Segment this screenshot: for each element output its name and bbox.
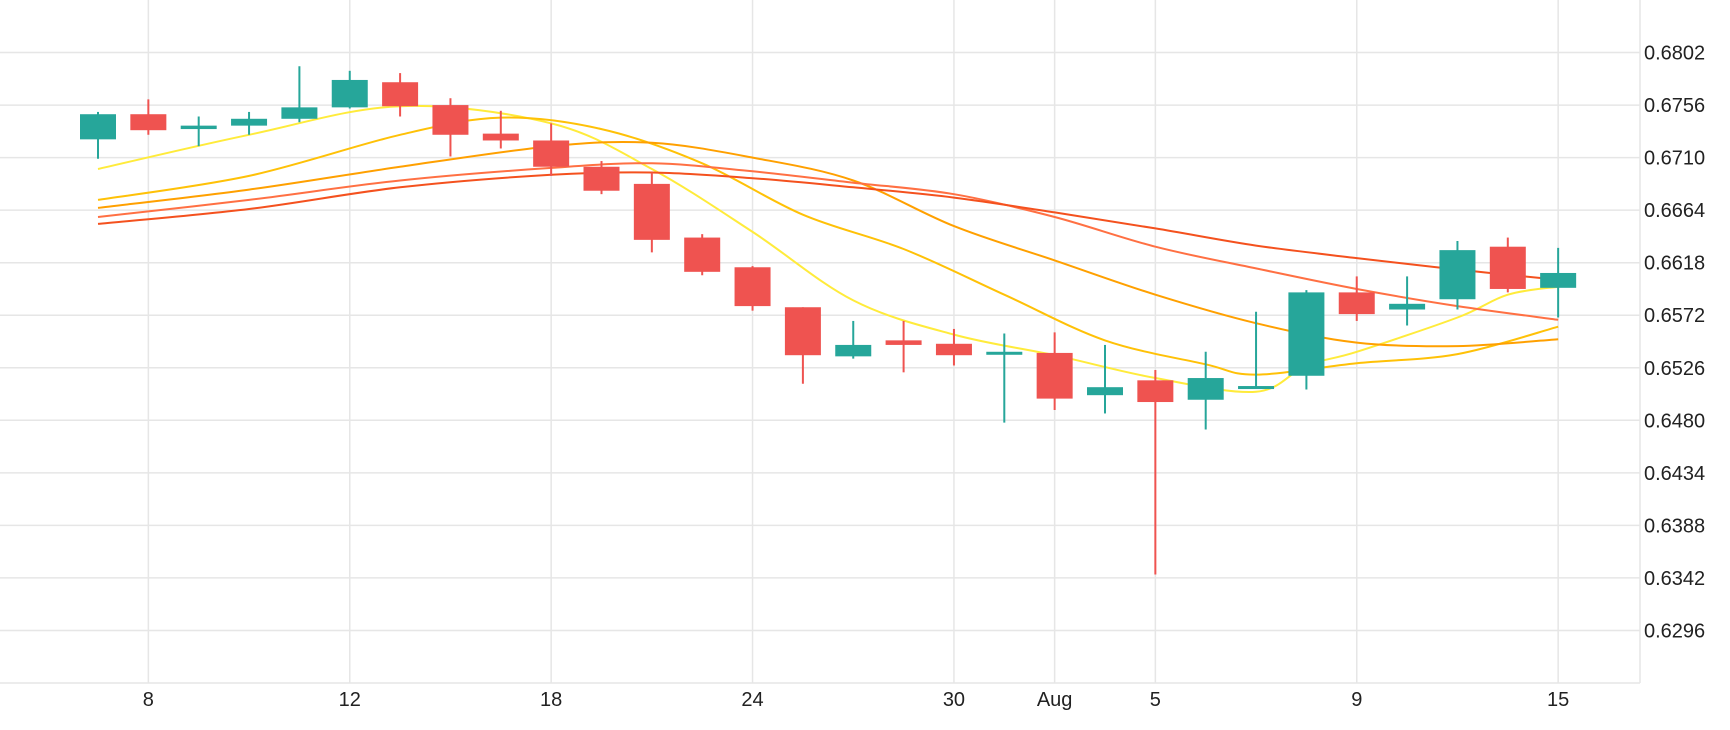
candle (684, 234, 721, 276)
candle (1489, 237, 1526, 293)
candle (583, 161, 620, 195)
candle (935, 328, 972, 366)
y-tick-label: 0.6526 (1644, 358, 1705, 380)
x-tick-label: 12 (339, 689, 361, 711)
x-tick-label: 30 (943, 689, 965, 711)
candle (784, 307, 821, 384)
moving-average-line-4 (97, 162, 1559, 321)
candle (482, 110, 519, 149)
candle (382, 73, 419, 117)
x-tick-label: Aug (1037, 689, 1073, 711)
y-tick-label: 0.6710 (1644, 148, 1705, 170)
candle (281, 66, 318, 123)
candle-body-down (935, 343, 972, 356)
candle (432, 98, 469, 157)
candle (734, 266, 771, 311)
candle (180, 116, 217, 147)
candle-body-down (583, 166, 620, 191)
y-tick-label: 0.6664 (1644, 200, 1705, 222)
candle-body-down (130, 114, 167, 131)
y-tick-label: 0.6342 (1644, 568, 1705, 590)
x-tick-label: 18 (540, 689, 562, 711)
x-tick-label: 24 (741, 689, 763, 711)
candle-body-down (784, 307, 821, 356)
candle-body-up (1389, 303, 1426, 310)
candle-body-down (1036, 352, 1073, 399)
candle (331, 70, 368, 109)
candle-body-down (633, 183, 670, 240)
x-axis: 8 12 18 24 30 Aug 5 9 15 (143, 689, 1569, 711)
candle-body-down (482, 133, 519, 141)
x-tick-label: 8 (143, 689, 154, 711)
candle-body-up (331, 79, 368, 108)
y-tick-label: 0.6618 (1644, 253, 1705, 275)
x-tick-label: 5 (1150, 689, 1161, 711)
grid-layer (0, 0, 1641, 684)
candle (1389, 276, 1426, 326)
y-tick-label: 0.6388 (1644, 515, 1705, 537)
y-tick-label: 0.6296 (1644, 620, 1705, 642)
candle (1288, 290, 1325, 390)
candles-layer (80, 66, 1577, 575)
candle-body-up (986, 351, 1023, 355)
candle-body-down (1338, 292, 1375, 315)
candle (1540, 247, 1577, 318)
moving-average-line-5 (97, 171, 1559, 281)
candle-body-down (533, 140, 570, 167)
candle-body-up (80, 114, 116, 140)
candle (1036, 332, 1073, 411)
candle (1187, 351, 1224, 430)
x-tick-label: 9 (1351, 689, 1362, 711)
candle-body-down (432, 105, 469, 135)
candle-body-up (1439, 250, 1476, 300)
candle (1087, 344, 1123, 414)
candle-body-down (885, 340, 922, 345)
candle-body-up (1288, 292, 1325, 376)
candle-body-up (281, 107, 318, 119)
candle-body-up (231, 118, 268, 126)
candle (1137, 370, 1174, 575)
candle-body-down (1137, 380, 1174, 403)
y-tick-label: 0.6480 (1644, 410, 1705, 432)
moving-average-layer (97, 104, 1559, 394)
candle (130, 99, 167, 135)
candle (533, 123, 570, 176)
candle (885, 320, 922, 373)
candle (986, 333, 1023, 423)
candle (231, 111, 268, 135)
candle-body-down (382, 82, 419, 107)
candle-body-up (1087, 387, 1123, 396)
y-tick-label: 0.6756 (1644, 95, 1705, 117)
x-tick-label: 15 (1547, 689, 1569, 711)
candle (1238, 311, 1275, 390)
candle-body-down (1489, 246, 1526, 289)
candle-body-up (1187, 378, 1224, 400)
candle (1439, 240, 1476, 310)
candle (80, 111, 116, 159)
candle (633, 172, 670, 253)
candle-body-up (1238, 386, 1275, 390)
moving-average-line-1 (97, 104, 1559, 394)
candle (835, 320, 872, 359)
candle-body-down (684, 237, 721, 272)
candle (1338, 276, 1375, 321)
y-tick-label: 0.6802 (1644, 43, 1705, 65)
candle-body-up (835, 344, 872, 357)
y-tick-label: 0.6572 (1644, 305, 1705, 327)
candle-body-down (734, 267, 771, 307)
moving-average-line-2 (97, 116, 1559, 376)
y-tick-label: 0.6434 (1644, 463, 1705, 485)
candle-body-up (180, 125, 217, 130)
candle-body-up (1540, 272, 1577, 288)
y-axis: 0.6802 0.6756 0.6710 0.6664 0.6618 0.6572 0.65… (1644, 43, 1705, 643)
